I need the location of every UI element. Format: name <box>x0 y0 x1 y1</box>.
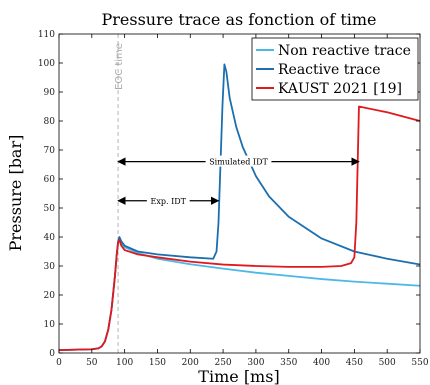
y-tick-label: 60 <box>44 175 56 185</box>
legend-box <box>251 37 419 101</box>
legend-label-1: Non reactive trace <box>278 43 411 59</box>
x-tick-label: 400 <box>313 358 330 368</box>
x-tick-label: 50 <box>86 358 98 368</box>
y-tick-label: 80 <box>44 117 56 127</box>
x-tick-label: 300 <box>247 358 264 368</box>
x-tick-label: 0 <box>56 358 62 368</box>
y-axis-label: Pressure [bar] <box>6 135 25 252</box>
y-tick-label: 90 <box>44 88 56 98</box>
legend-label-3: KAUST 2021 [19] <box>278 81 402 97</box>
y-tick-label: 40 <box>44 233 56 243</box>
x-tick-label: 350 <box>280 358 297 368</box>
idt-label-bg-2 <box>146 194 190 206</box>
idt-label-1: Simulated IDT <box>209 158 268 167</box>
x-tick-label: 200 <box>182 358 199 368</box>
chart-title: Pressure trace as fonction of time <box>102 10 377 29</box>
series-line-3 <box>58 105 421 351</box>
x-tick-label: 100 <box>116 358 133 368</box>
x-tick-label: 250 <box>214 358 231 368</box>
y-tick-label: 20 <box>44 291 56 301</box>
plot-frame <box>58 33 421 354</box>
x-axis-label: Time [ms] <box>198 367 279 385</box>
idt-label-bg-1 <box>205 155 272 167</box>
y-tick-label: 10 <box>44 320 56 330</box>
y-tick-label: 30 <box>44 262 56 272</box>
x-tick-label: 500 <box>379 358 396 368</box>
idt-label-2: Exp. IDT <box>151 197 187 206</box>
y-tick-label: 110 <box>38 30 55 40</box>
eoc-label: EOC time <box>114 43 125 90</box>
x-tick-label: 550 <box>411 358 428 368</box>
y-tick-label: 50 <box>44 204 56 214</box>
y-tick-label: 100 <box>38 59 55 69</box>
legend-label-2: Reactive trace <box>278 62 381 78</box>
x-tick-label: 150 <box>149 358 166 368</box>
x-tick-label: 450 <box>346 358 363 368</box>
y-tick-label: 0 <box>49 349 55 359</box>
y-tick-label: 70 <box>44 146 56 156</box>
